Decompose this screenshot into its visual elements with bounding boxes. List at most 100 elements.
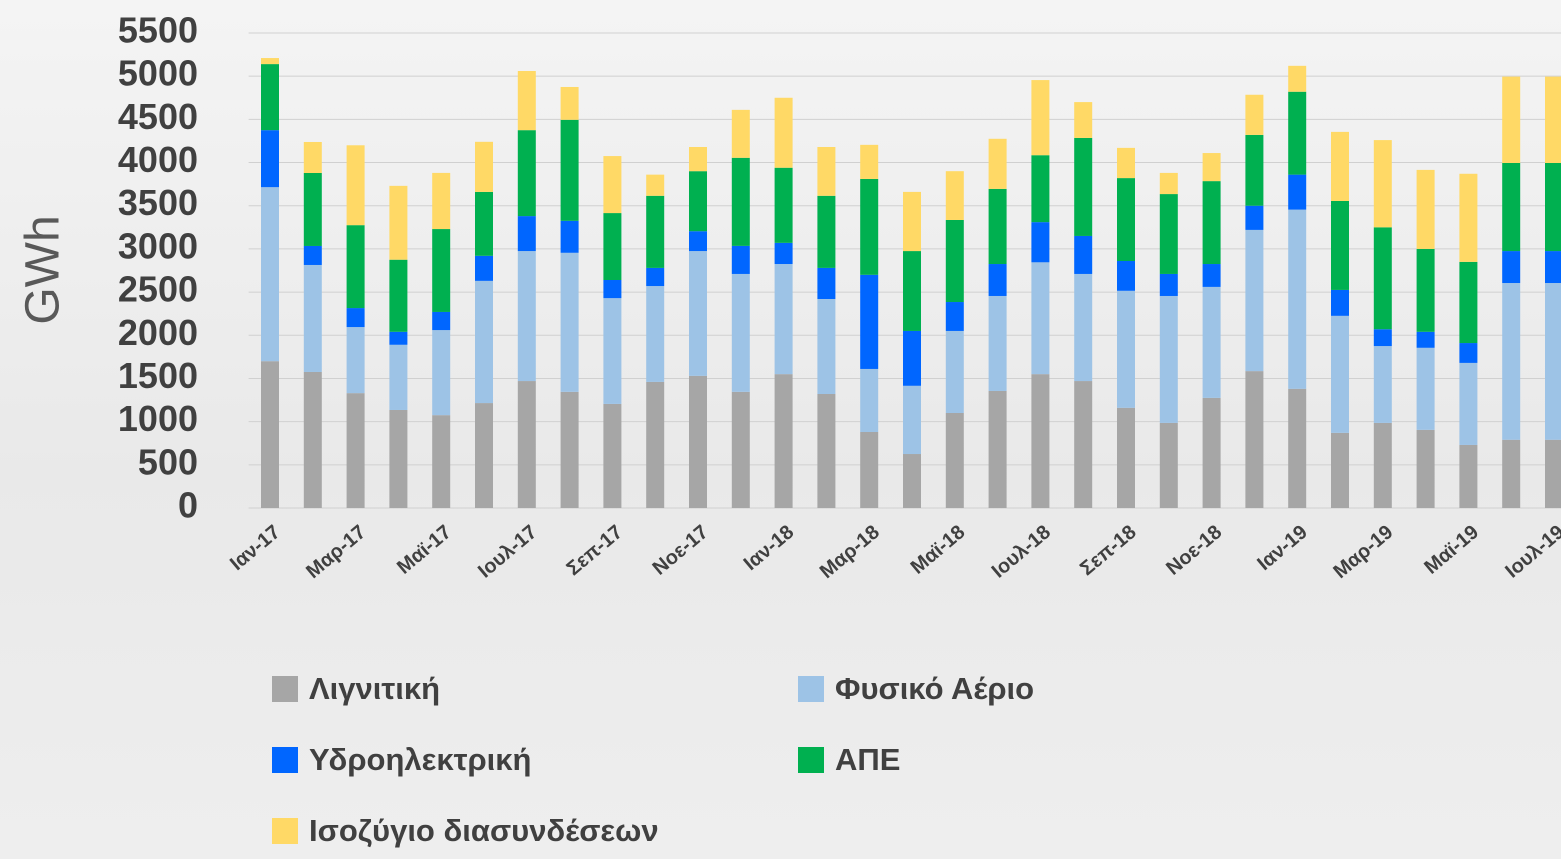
bar-segment xyxy=(1545,163,1561,251)
bar-segment xyxy=(1545,77,1561,163)
bar-segment xyxy=(475,281,493,403)
x-tick-label: Μαϊ-17 xyxy=(393,521,456,579)
y-tick-label: 500 xyxy=(138,441,198,482)
bar-segment xyxy=(304,265,322,372)
bar-segment xyxy=(475,192,493,256)
bar-segment xyxy=(304,246,322,265)
bar-segment xyxy=(732,246,750,274)
bar-segment xyxy=(1417,332,1435,348)
bar-segment xyxy=(946,220,964,302)
bar-segment xyxy=(646,175,664,196)
bar-segment xyxy=(261,187,279,361)
bar-segment xyxy=(817,147,835,196)
y-tick-label: 3500 xyxy=(118,182,198,223)
bar-segment xyxy=(603,404,621,508)
y-tick-label: 2500 xyxy=(118,269,198,310)
legend-label: Φυσικό Αέριο xyxy=(835,671,1034,706)
bar-segment xyxy=(432,330,450,415)
bar-segment xyxy=(1074,274,1092,381)
y-axis-label: GWh xyxy=(17,215,70,324)
bar-segment xyxy=(1502,440,1520,508)
x-tick-label: Σεπ-18 xyxy=(1076,521,1140,580)
bar-segment xyxy=(561,253,579,392)
bar-segment xyxy=(903,386,921,454)
y-tick-label: 4000 xyxy=(118,139,198,180)
bar-segment xyxy=(860,145,878,179)
bar-segment xyxy=(860,275,878,369)
bar-segment xyxy=(1117,148,1135,178)
bar-segment xyxy=(475,403,493,508)
bar-segment xyxy=(903,331,921,386)
bar-segment xyxy=(1331,201,1349,290)
bar-segment xyxy=(261,58,279,64)
bar-segment xyxy=(1288,92,1306,175)
bar-segment xyxy=(1374,140,1392,227)
bar-segment xyxy=(860,369,878,432)
bar-segment xyxy=(1031,80,1049,155)
x-tick-label: Σεπ-17 xyxy=(563,521,627,580)
bar-segment xyxy=(1545,440,1561,508)
y-tick-label: 1000 xyxy=(118,398,198,439)
bar-segment xyxy=(689,376,707,508)
x-tick-label: Ιουλ-17 xyxy=(474,521,541,582)
bar-segment xyxy=(304,142,322,173)
bar-segment xyxy=(432,173,450,229)
bar-segment xyxy=(1502,251,1520,283)
legend-label: ΑΠΕ xyxy=(835,742,900,777)
y-tick-label: 0 xyxy=(178,485,198,526)
legend-swatch xyxy=(272,747,298,773)
bar-segment xyxy=(1417,430,1435,508)
bar-segment xyxy=(347,327,365,393)
bar-segment xyxy=(646,268,664,286)
bar-segment xyxy=(1117,178,1135,261)
bar-segment xyxy=(1245,230,1263,371)
bar-segment xyxy=(1331,433,1349,508)
bar-segment xyxy=(389,260,407,332)
bar-segment xyxy=(989,391,1007,508)
y-tick-label: 5000 xyxy=(118,53,198,94)
bar-segment xyxy=(261,361,279,508)
bar-segment xyxy=(689,231,707,251)
bar-segment xyxy=(304,173,322,246)
y-tick-label: 1500 xyxy=(118,355,198,396)
bar-segment xyxy=(646,382,664,508)
bar-segment xyxy=(775,264,793,374)
bar-segment xyxy=(1117,408,1135,508)
bar-segment xyxy=(817,299,835,394)
bar-segment xyxy=(732,392,750,508)
bar-segment xyxy=(518,216,536,251)
bar-segment xyxy=(989,189,1007,264)
bar-segment xyxy=(561,120,579,221)
bar-segment xyxy=(1374,423,1392,508)
bar-segment xyxy=(1160,194,1178,274)
bar-segment xyxy=(1331,316,1349,433)
bar-segment xyxy=(732,110,750,158)
bar-segment xyxy=(903,454,921,508)
bar-segment xyxy=(989,296,1007,391)
bar-segment xyxy=(689,147,707,171)
bar-segment xyxy=(475,142,493,192)
bar-segment xyxy=(561,87,579,120)
bar-segment xyxy=(989,264,1007,296)
bar-segment xyxy=(389,332,407,345)
bar-segment xyxy=(1245,95,1263,135)
bar-segment xyxy=(1074,381,1092,508)
bar-segment xyxy=(1203,181,1221,264)
bar-segment xyxy=(561,392,579,508)
bar-segment xyxy=(775,98,793,168)
bar-segment xyxy=(1331,290,1349,316)
bar-segment xyxy=(732,274,750,392)
bar-segment xyxy=(775,243,793,264)
bar-segment xyxy=(1203,398,1221,508)
x-tick-label: Μαρ-17 xyxy=(302,521,370,583)
bar-segment xyxy=(1160,274,1178,296)
bar-segment xyxy=(347,308,365,327)
bar-segment xyxy=(946,302,964,331)
bar-segment xyxy=(1031,374,1049,508)
bar-segment xyxy=(1374,346,1392,423)
bar-segment xyxy=(1074,138,1092,236)
x-tick-label: Νοε-18 xyxy=(1162,521,1226,580)
bar-segment xyxy=(1031,222,1049,262)
x-tick-label: Μαϊ-18 xyxy=(907,521,970,579)
bar-segment xyxy=(1459,174,1477,262)
